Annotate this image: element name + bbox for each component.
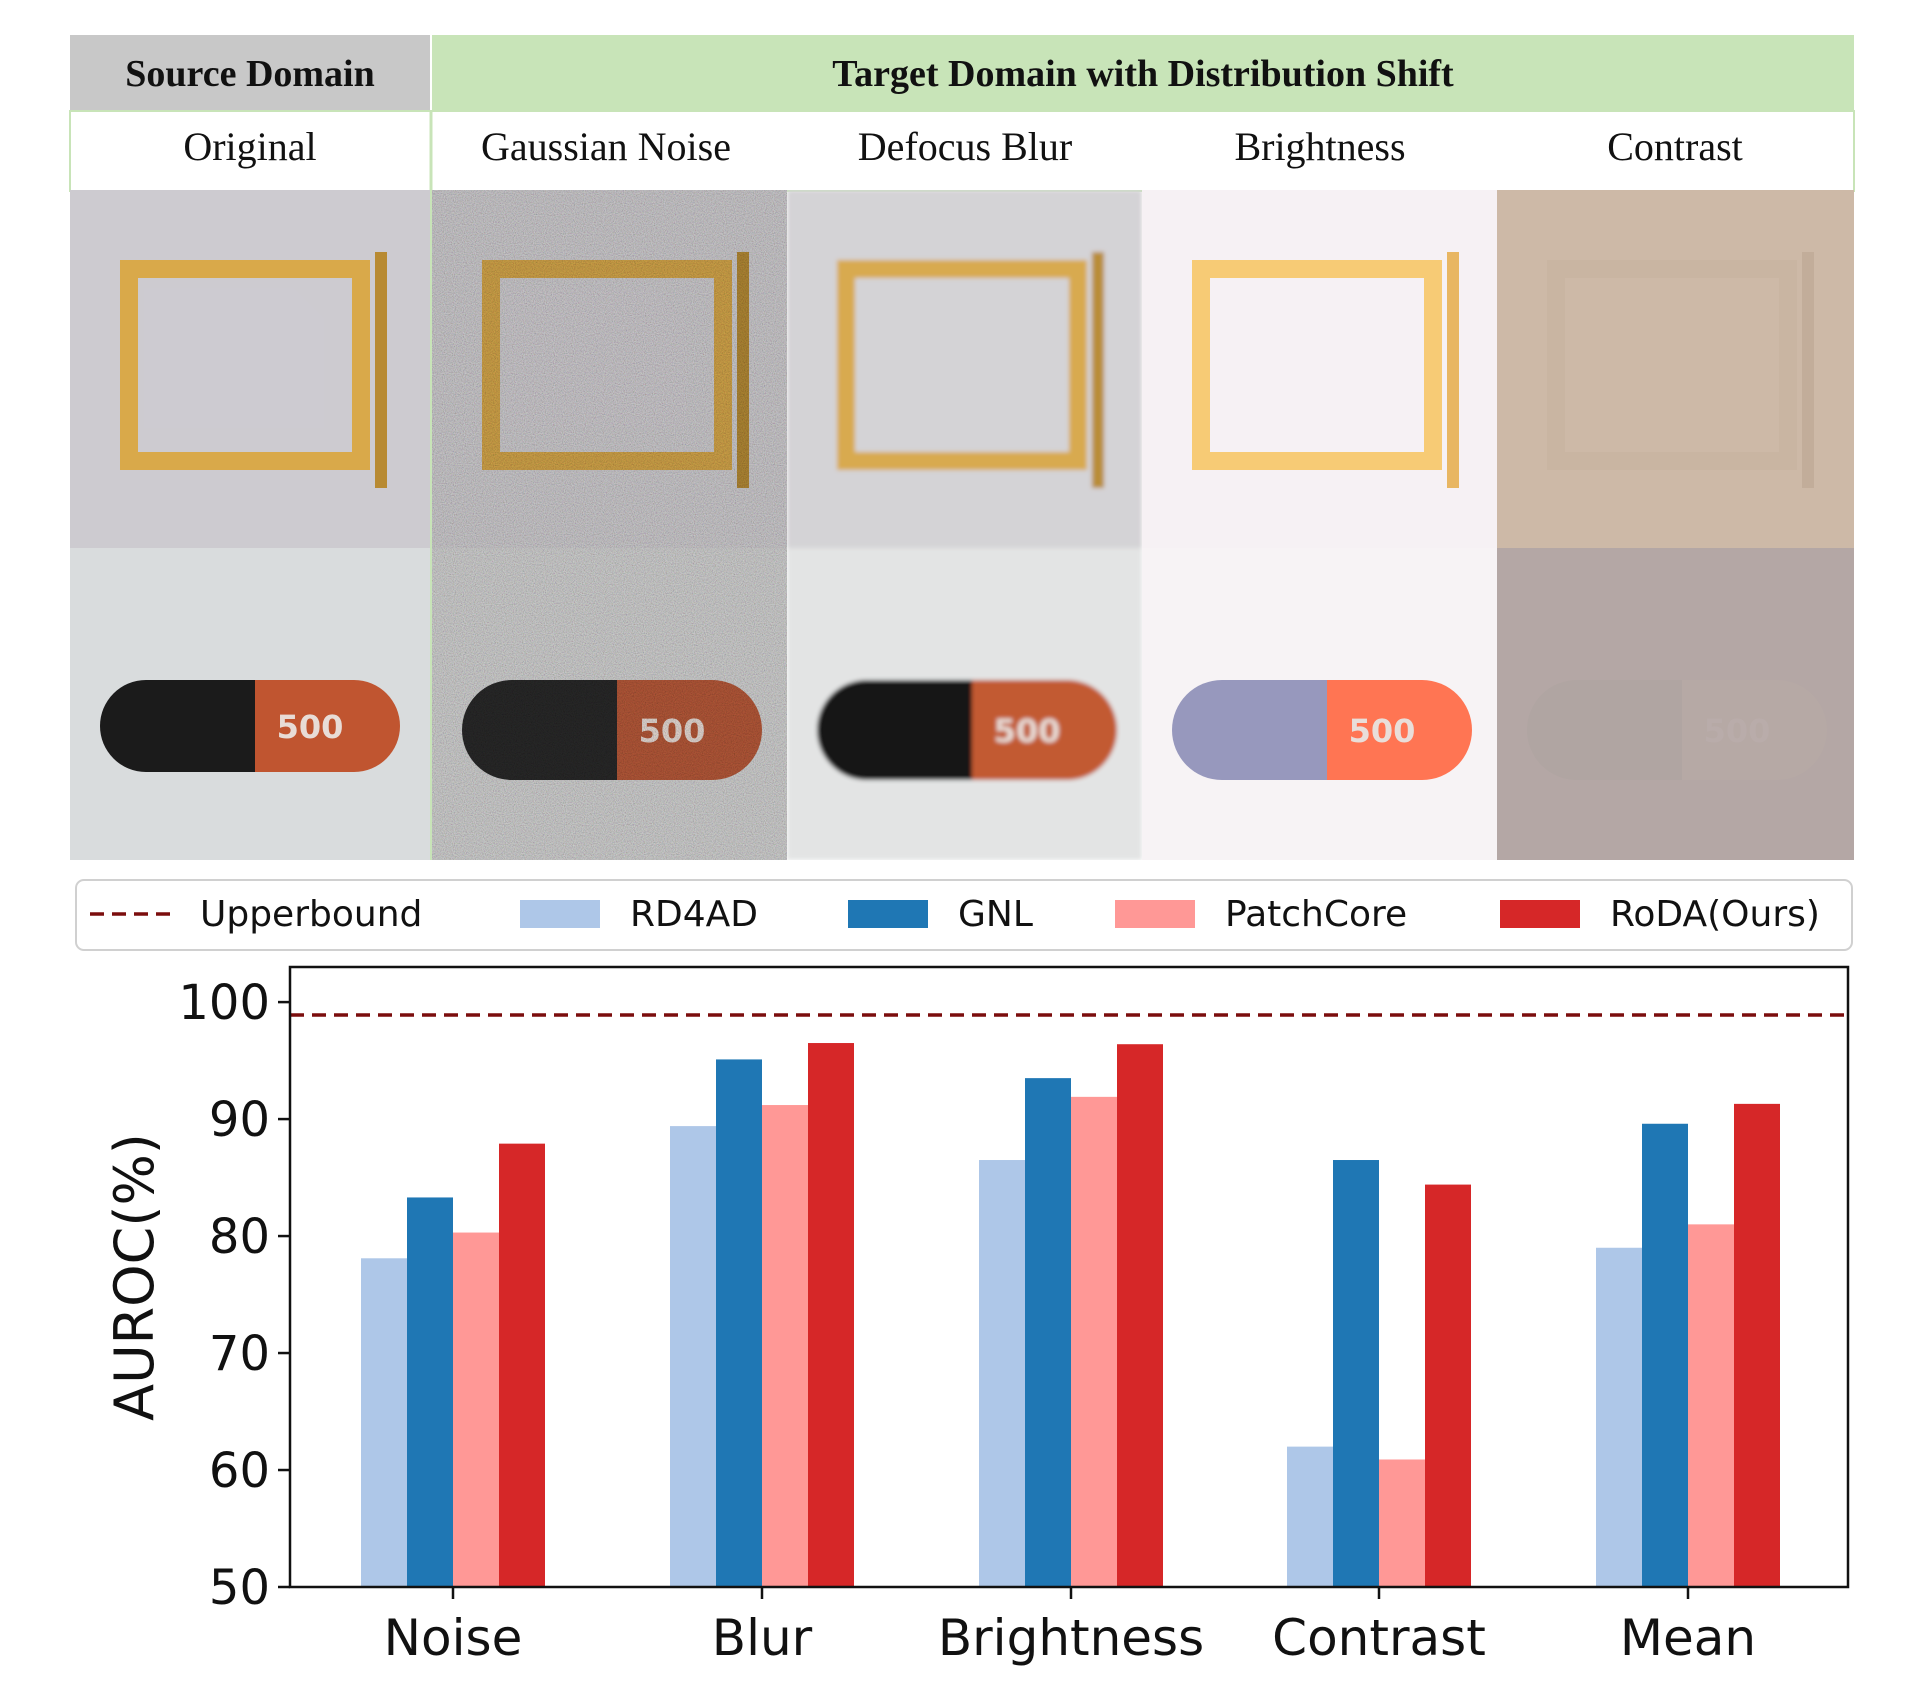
bar-rd4ad-noise <box>361 1258 407 1587</box>
target-header-bar <box>432 35 1854 111</box>
x-tick-label-brightness: Brightness <box>938 1609 1204 1667</box>
legend-swatch-roda <box>1500 900 1580 928</box>
col-label-brightness: Brightness <box>1234 124 1405 169</box>
x-tick-label-mean: Mean <box>1620 1609 1756 1667</box>
sim-tray-icon <box>1547 252 1814 488</box>
thumbnail-column-2: 500 <box>787 190 1142 860</box>
bar-rd4ad-brightness <box>979 1160 1025 1587</box>
bar-chart: 50 60 70 80 90 100 Noise Blur Brightness Contrast… <box>103 965 1850 1667</box>
legend: Upperbound RD4AD GNL PatchCore RoDA(Ours… <box>75 879 1853 951</box>
target-domain-title: Target Domain with Distribution Shift <box>832 53 1454 95</box>
y-tick-label: 50 <box>209 1560 270 1616</box>
plot-frame <box>288 965 1850 1589</box>
sim-tray-icon <box>482 252 749 488</box>
capsule-imprint: 500 <box>1704 712 1771 750</box>
bar-patchcore-blur <box>762 1105 808 1587</box>
y-tick-label: 90 <box>209 1092 270 1148</box>
thumbnail-column-1: 500 <box>432 190 787 860</box>
thumbnail-grid: 500 500 500 500 500 <box>70 190 1854 860</box>
bar-gnl-brightness <box>1025 1078 1071 1587</box>
legend-label-upperbound: Upperbound <box>200 894 422 935</box>
y-axis-label: AUROC(%) <box>103 1133 166 1421</box>
bar-rd4ad-mean <box>1596 1247 1642 1587</box>
capsule-icon: 500 <box>1172 680 1472 780</box>
source-header-bar <box>70 35 430 111</box>
sim-tray-icon <box>837 252 1104 488</box>
x-tick-label-noise: Noise <box>384 1609 523 1667</box>
bar-roda-contrast <box>1425 1184 1471 1587</box>
bar-roda-brightness <box>1117 1044 1163 1587</box>
thumbnail-column-4: 500 <box>1497 190 1854 860</box>
y-tick-label: 100 <box>178 975 270 1031</box>
col-label-original: Original <box>183 124 316 169</box>
capsule-imprint: 500 <box>639 712 706 750</box>
capsule-imprint: 500 <box>1349 712 1416 750</box>
y-tick-label: 80 <box>209 1209 270 1265</box>
legend-swatch-patchcore <box>1115 900 1195 928</box>
col-label-contrast: Contrast <box>1607 124 1743 169</box>
bar-roda-mean <box>1734 1103 1780 1587</box>
capsule-icon: 500 <box>462 680 762 780</box>
thumbnail-column-0: 500 <box>70 190 430 860</box>
bar-patchcore-noise <box>453 1232 499 1587</box>
legend-label-patchcore: PatchCore <box>1225 894 1407 935</box>
y-tick-label: 70 <box>209 1326 270 1382</box>
y-tick-label: 60 <box>209 1443 270 1499</box>
bar-gnl-contrast <box>1333 1160 1379 1587</box>
legend-label-roda: RoDA(Ours) <box>1610 894 1820 935</box>
bar-rd4ad-contrast <box>1287 1446 1333 1587</box>
thumbnail-column-3: 500 <box>1142 190 1497 860</box>
bar-roda-noise <box>499 1143 545 1587</box>
col-label-gaussian-noise: Gaussian Noise <box>481 124 731 169</box>
x-tick-label-contrast: Contrast <box>1272 1609 1486 1667</box>
capsule-icon: 500 <box>817 680 1117 780</box>
legend-swatch-rd4ad <box>520 900 600 928</box>
bar-patchcore-mean <box>1688 1224 1734 1587</box>
legend-swatch-gnl <box>848 900 928 928</box>
capsule-imprint: 500 <box>994 712 1061 750</box>
sim-tray-icon <box>1192 252 1459 488</box>
legend-label-gnl: GNL <box>958 894 1033 935</box>
legend-label-rd4ad: RD4AD <box>630 894 758 935</box>
bar-gnl-blur <box>716 1059 762 1587</box>
bar-rd4ad-blur <box>670 1126 716 1587</box>
source-domain-title: Source Domain <box>125 53 374 95</box>
legend-frame <box>75 879 1853 951</box>
bar-gnl-noise <box>407 1197 453 1587</box>
sim-tray-icon <box>120 252 387 488</box>
capsule-imprint: 500 <box>277 708 344 746</box>
x-tick-label-blur: Blur <box>712 1609 813 1667</box>
capsule-icon: 500 <box>100 680 400 772</box>
capsule-icon: 500 <box>1527 680 1827 780</box>
bar-roda-blur <box>808 1043 854 1587</box>
col-label-defocus-blur: Defocus Blur <box>858 124 1072 169</box>
bar-patchcore-contrast <box>1379 1459 1425 1587</box>
bar-patchcore-brightness <box>1071 1096 1117 1587</box>
bar-gnl-mean <box>1642 1123 1688 1587</box>
